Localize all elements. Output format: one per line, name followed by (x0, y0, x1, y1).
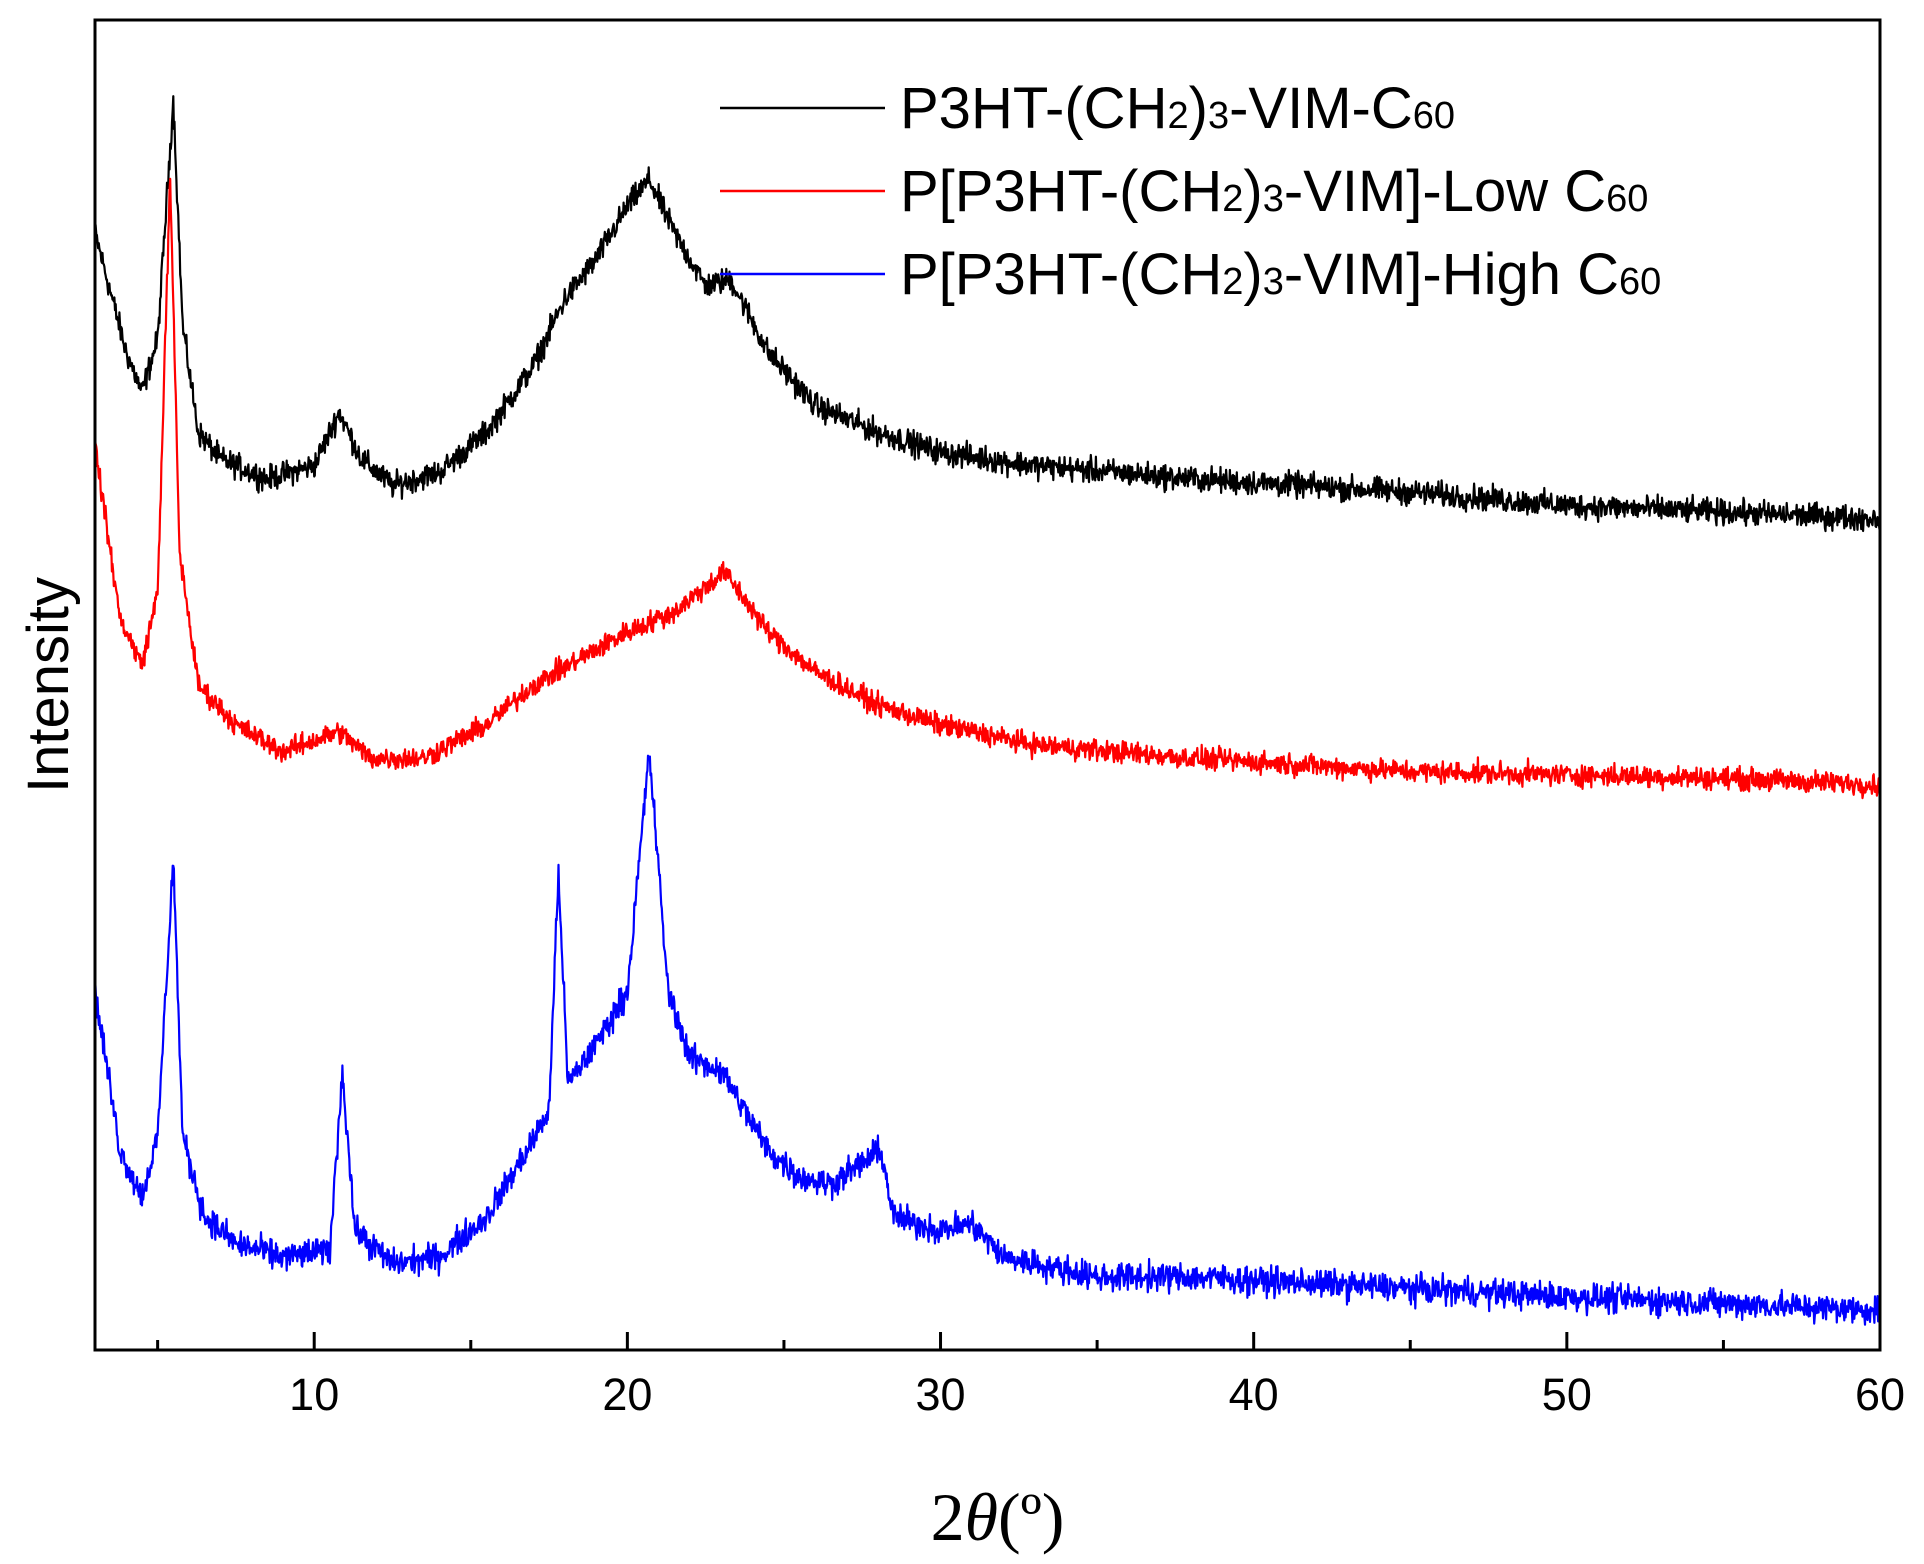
x-axis-label-unit: (º) (998, 1479, 1064, 1555)
legend: P3HT-(CH2)3-VIM-C60 P[P3HT-(CH2)3-VIM]-Lo… (720, 76, 1661, 307)
x-axis-label-prefix: 2 (931, 1479, 965, 1555)
x-tick-label: 40 (1229, 1369, 1279, 1420)
series-layer (93, 95, 1882, 1326)
legend-label-3: P[P3HT-(CH2)3-VIM]-High C60 (900, 242, 1661, 307)
axes-frame (93, 18, 1882, 1352)
legend-label-1: P3HT-(CH2)3-VIM-C60 (900, 76, 1455, 141)
legend-label-2: P[P3HT-(CH2)3-VIM]-Low C60 (900, 159, 1648, 224)
x-tick-label: 10 (289, 1369, 339, 1420)
x-tick-label: 30 (915, 1369, 965, 1420)
plot-area (93, 95, 1882, 1326)
y-axis-label: Intensity (16, 577, 81, 793)
series-line-2 (93, 177, 1882, 800)
series-line-1 (93, 95, 1881, 533)
x-tick-label: 50 (1542, 1369, 1592, 1420)
x-tick-label: 60 (1855, 1369, 1905, 1420)
x-axis-label: 2θ(º) (931, 1479, 1065, 1555)
x-tick-label: 20 (602, 1369, 652, 1420)
x-axis-ticks: 10 20 30 40 50 60 (156, 1332, 1905, 1420)
series-line-3 (93, 754, 1882, 1326)
x-axis-label-theta: θ (965, 1479, 998, 1555)
